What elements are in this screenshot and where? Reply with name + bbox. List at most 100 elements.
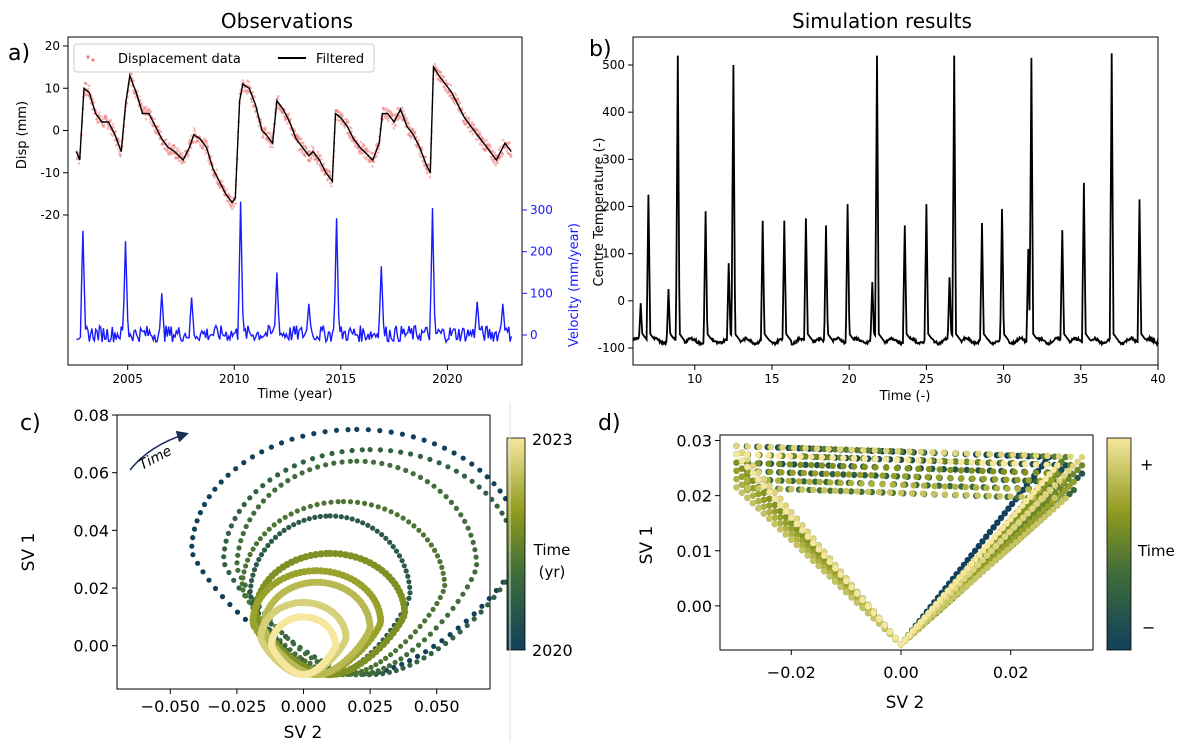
trajectory-point	[308, 655, 314, 661]
trajectory-point	[458, 512, 464, 518]
trajectory-point	[799, 547, 806, 554]
displacement-point	[295, 133, 299, 136]
trajectory-point	[788, 536, 795, 543]
trajectory-point	[738, 465, 746, 472]
trajectory-point	[400, 515, 406, 521]
trajectory-point	[939, 604, 946, 612]
trajectory-point	[931, 482, 938, 490]
trajectory-point	[797, 461, 804, 468]
trajectory-point	[300, 433, 306, 439]
trajectory-point	[980, 568, 987, 575]
trajectory-point	[1050, 466, 1057, 473]
trajectory-point	[793, 515, 800, 522]
trajectory-point	[816, 478, 823, 486]
trajectory-point	[788, 514, 795, 521]
trajectory-point	[260, 483, 266, 489]
trajectory-point	[426, 612, 432, 618]
trajectory-point	[744, 494, 751, 501]
displacement-point	[428, 175, 432, 179]
trajectory-point	[1057, 490, 1065, 498]
phase-plot-c	[189, 426, 525, 679]
displacement-point	[377, 147, 381, 151]
x-tick-label: 2005	[112, 372, 143, 386]
trajectory-point	[262, 531, 268, 537]
displacement-point	[261, 135, 265, 138]
trajectory-point	[979, 459, 986, 466]
trajectory-point	[448, 499, 454, 505]
trajectory-point	[1001, 533, 1009, 540]
displacement-point	[301, 149, 304, 152]
trajectory-point	[904, 457, 911, 464]
trajectory-point	[423, 649, 429, 655]
velocity-plot	[76, 201, 512, 345]
displacement-point	[425, 171, 429, 175]
y-tick-label: 0.04	[73, 521, 109, 540]
trajectory-point	[802, 453, 809, 460]
displacement-point	[501, 152, 505, 156]
trajectory-point	[282, 514, 288, 520]
displacement-point	[253, 95, 257, 98]
displacement-point	[227, 201, 231, 204]
displacement-point	[335, 118, 339, 122]
trajectory-point	[354, 426, 360, 432]
displacement-point	[497, 148, 501, 151]
trajectory-point	[464, 622, 470, 629]
displacement-point	[183, 160, 186, 164]
colorbar-d-minus: −	[1142, 618, 1155, 637]
trajectory-point	[275, 472, 281, 478]
trajectory-point	[322, 549, 330, 558]
trajectory-point	[1008, 542, 1016, 550]
trajectory-point	[872, 464, 879, 471]
displacement-point	[454, 103, 457, 106]
trajectory-point	[323, 513, 329, 519]
trajectory-point	[281, 527, 287, 534]
displacement-point	[494, 164, 497, 167]
trajectory-point	[1044, 452, 1051, 460]
trajectory-point	[832, 578, 839, 585]
trajectory-point	[386, 663, 392, 669]
trajectory-point	[306, 516, 312, 522]
trajectory-point	[315, 464, 321, 470]
displacement-point	[341, 114, 345, 118]
trajectory-point	[858, 480, 865, 487]
trajectory-point	[365, 427, 371, 433]
y-tick-label: 100	[602, 247, 625, 261]
trajectory-point	[386, 669, 392, 675]
trajectory-point	[755, 498, 762, 505]
trajectory-point	[766, 509, 773, 516]
trajectory-point	[976, 571, 983, 579]
trajectory-point	[960, 569, 967, 576]
displacement-point	[471, 133, 475, 136]
trajectory-point	[924, 473, 931, 481]
trajectory-point	[272, 487, 278, 493]
trajectory-point	[234, 609, 241, 615]
panel-c-xlabel: SV 2	[284, 723, 323, 742]
trajectory-point	[329, 450, 335, 457]
displacement-point	[291, 133, 294, 136]
trajectory-point	[920, 482, 928, 489]
trajectory-point	[837, 487, 844, 495]
trajectory-point	[917, 448, 924, 456]
trajectory-point	[375, 504, 381, 510]
displacement-point	[399, 115, 402, 118]
displacement-point	[462, 120, 466, 123]
trajectory-point	[437, 594, 443, 601]
trajectory-point	[286, 524, 292, 531]
displacement-point	[456, 97, 460, 100]
displacement-point	[312, 147, 315, 150]
displacement-point	[376, 151, 380, 154]
trajectory-point	[431, 441, 438, 447]
displacement-point	[422, 160, 425, 163]
displacement-point	[454, 93, 458, 97]
displacement-point	[420, 146, 424, 149]
trajectory-point	[358, 668, 365, 675]
trajectory-point	[788, 509, 795, 516]
trajectory-point	[947, 458, 954, 465]
trajectory-point	[265, 542, 271, 549]
displacement-point	[405, 119, 409, 122]
displacement-point	[472, 124, 475, 128]
trajectory-point	[951, 593, 958, 601]
displacement-point	[221, 180, 224, 184]
